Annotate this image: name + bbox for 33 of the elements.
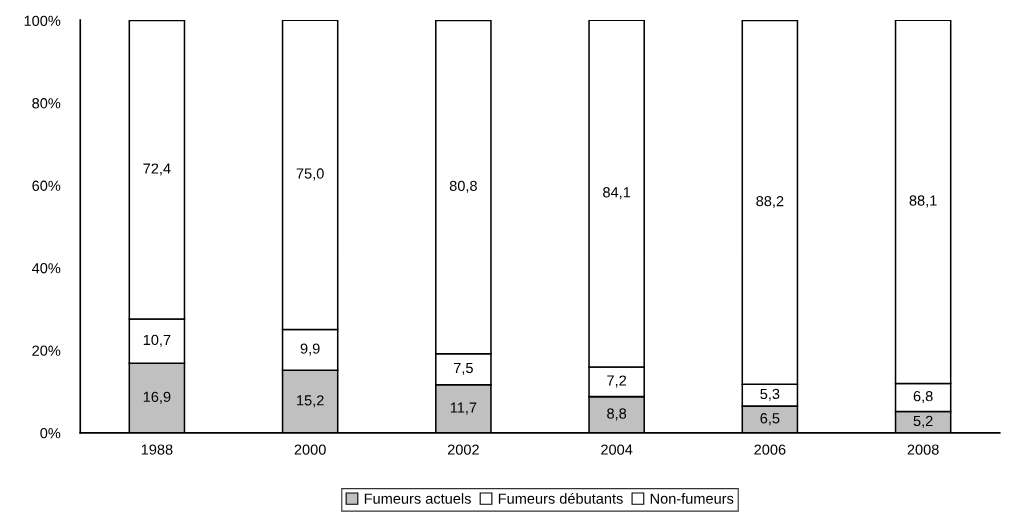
legend-label: Fumeurs débutants bbox=[498, 492, 623, 504]
legend-label: Non-fumeurs bbox=[650, 493, 734, 504]
y-tick-label: 80% bbox=[32, 98, 61, 109]
x-tick-label: 2000 bbox=[294, 444, 326, 455]
data-label: 84,1 bbox=[603, 187, 631, 200]
y-tick-label: 100% bbox=[24, 15, 61, 26]
y-tick-label: 0% bbox=[40, 428, 61, 439]
data-label: 7,2 bbox=[607, 375, 627, 388]
legend-label: Fumeurs actuels bbox=[364, 493, 471, 504]
data-label: 15,2 bbox=[297, 395, 324, 408]
data-label: 5,3 bbox=[760, 388, 780, 401]
data-label: 7,5 bbox=[453, 362, 473, 375]
data-label: 11,7 bbox=[450, 402, 477, 415]
data-label: 75,0 bbox=[296, 168, 324, 181]
y-tick-label: 40% bbox=[31, 263, 61, 274]
x-tick-label: 2002 bbox=[447, 444, 479, 455]
x-tick-label: 2004 bbox=[601, 444, 633, 455]
data-label: 6,5 bbox=[760, 413, 780, 426]
data-label: 10,7 bbox=[143, 334, 171, 347]
data-label: 8,8 bbox=[607, 408, 627, 421]
data-label: 9,9 bbox=[300, 343, 320, 356]
y-tick-label: 60% bbox=[32, 180, 61, 191]
data-label: 6,8 bbox=[913, 391, 933, 404]
data-label: 16,9 bbox=[143, 391, 171, 404]
data-label: 88,1 bbox=[909, 195, 937, 208]
data-label: 88,2 bbox=[756, 195, 784, 209]
data-label: 72,4 bbox=[143, 163, 171, 176]
x-tick-label: 1988 bbox=[141, 444, 173, 455]
data-label: 5,2 bbox=[913, 415, 933, 428]
x-tick-label: 2008 bbox=[907, 444, 939, 455]
y-tick-label: 20% bbox=[32, 345, 61, 356]
x-tick-label: 2006 bbox=[754, 444, 786, 455]
data-label: 80,8 bbox=[449, 180, 477, 193]
